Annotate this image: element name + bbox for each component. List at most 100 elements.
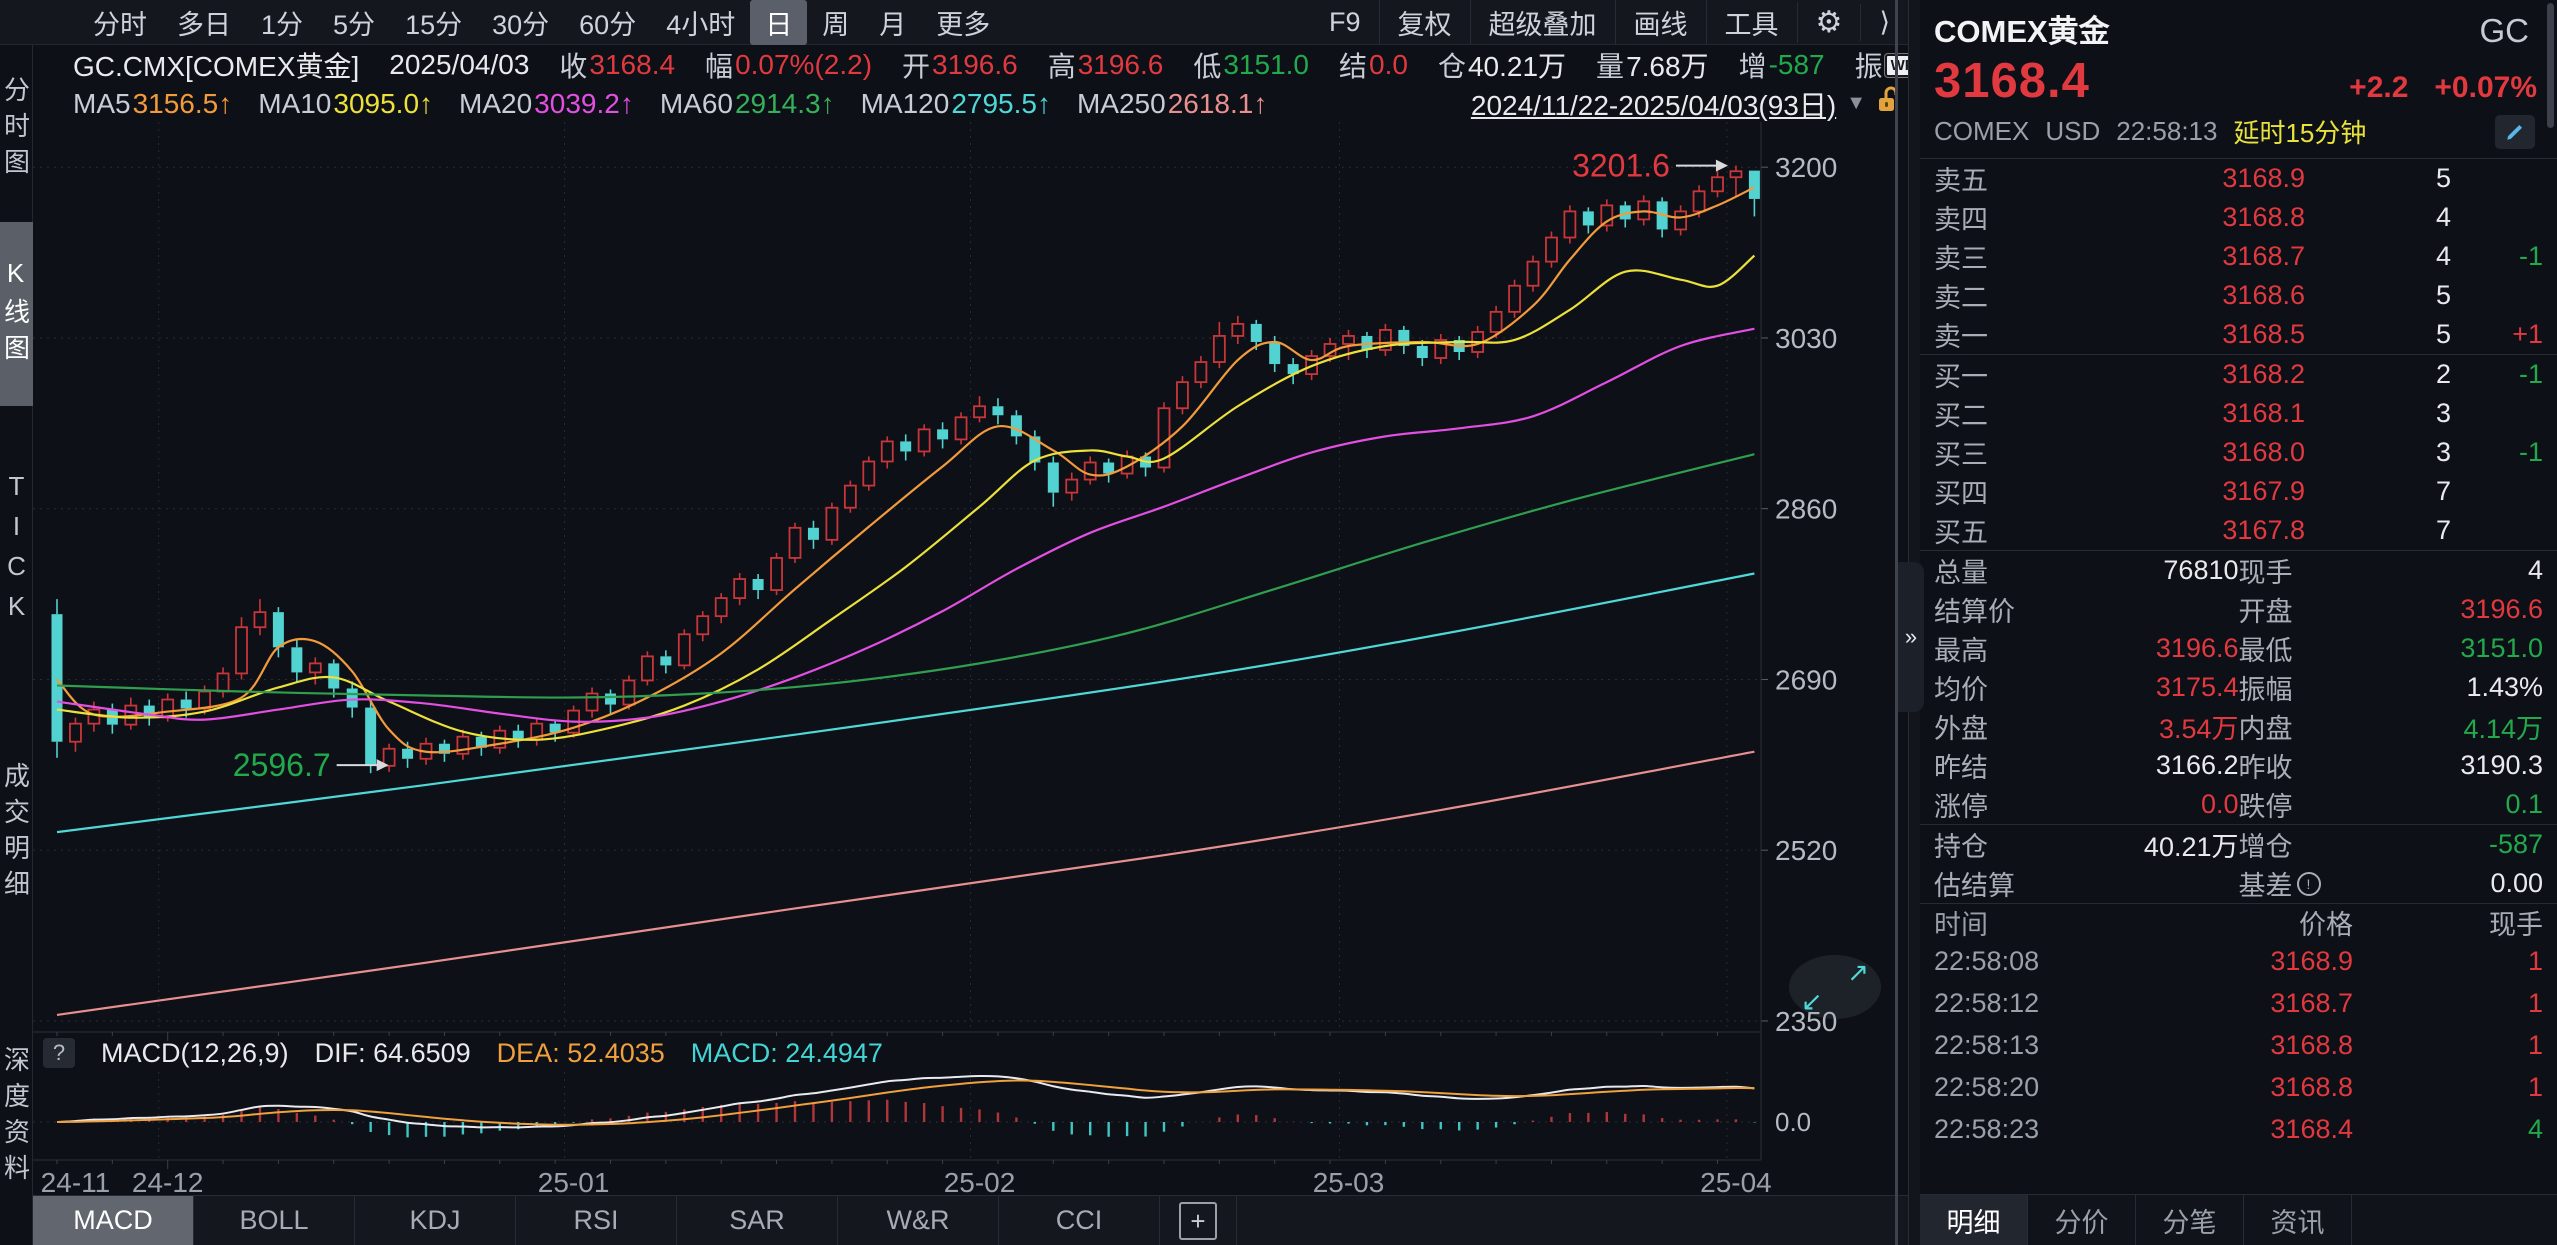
order-volume: 3 bbox=[2435, 437, 2451, 467]
sidebar-item-TICK[interactable]: TICK bbox=[1, 470, 32, 631]
quote-tab-明细[interactable]: 明细 bbox=[1920, 1195, 2028, 1245]
period-tab-15分[interactable]: 15分 bbox=[405, 9, 463, 40]
sidebar-item-深度资料[interactable]: 深度资料 bbox=[0, 1046, 31, 1191]
order-delta: -1 bbox=[2518, 241, 2543, 271]
stat-label: 昨结 bbox=[1934, 753, 1988, 783]
candle bbox=[677, 633, 691, 667]
order-level-label: 卖四 bbox=[1934, 205, 1988, 235]
add-indicator-button[interactable]: + bbox=[1160, 1196, 1237, 1245]
sell-row[interactable]: 卖三 3168.7 4 -1 bbox=[1920, 237, 2557, 276]
order-delta: +1 bbox=[2512, 319, 2543, 349]
indicator-tab-W&R[interactable]: W&R bbox=[838, 1196, 999, 1245]
tick-row[interactable]: 22:58:20 3168.8 1 bbox=[1920, 1066, 2557, 1108]
ma-legend-item: MA20 3039.2↑ bbox=[459, 88, 634, 120]
buy-row[interactable]: 买二 3168.1 3 bbox=[1920, 394, 2557, 433]
buy-row[interactable]: 买一 3168.2 2 -1 bbox=[1920, 355, 2557, 394]
buy-row[interactable]: 买五 3167.8 7 bbox=[1920, 511, 2557, 550]
period-tab-30分[interactable]: 30分 bbox=[492, 9, 550, 40]
stat-label: 涨停 bbox=[1934, 792, 1988, 822]
sidebar-item-成交明细[interactable]: 成交明细 bbox=[0, 762, 31, 907]
period-tab-日[interactable]: 日 bbox=[750, 0, 808, 45]
period-tab-60分[interactable]: 60分 bbox=[579, 9, 637, 40]
toolbar-action-超级叠加[interactable]: 超级叠加 bbox=[1469, 0, 1615, 45]
info-segment: 幅 0.07%(2.2) bbox=[705, 45, 872, 85]
indicator-tab-KDJ[interactable]: KDJ bbox=[355, 1196, 516, 1245]
period-tab-月[interactable]: 月 bbox=[879, 9, 907, 40]
tick-price: 3168.7 bbox=[2270, 987, 2353, 1018]
toolbar-more-chevron-icon[interactable]: ⟩ bbox=[1860, 3, 1908, 41]
period-tab-多日[interactable]: 多日 bbox=[177, 9, 231, 40]
indicator-tab-BOLL[interactable]: BOLL bbox=[194, 1196, 355, 1245]
buy-row[interactable]: 买三 3168.0 3 -1 bbox=[1920, 433, 2557, 472]
info-value: 3196.6 bbox=[1077, 49, 1164, 80]
stat-label: 内盘 bbox=[2238, 714, 2293, 744]
gear-icon[interactable]: ⚙ bbox=[1796, 1, 1861, 43]
stat-cell: 外盘 3.54万 bbox=[1934, 707, 2239, 746]
indicator-tab-CCI[interactable]: CCI bbox=[999, 1196, 1160, 1245]
stat-label: 估结算 bbox=[1934, 871, 2015, 901]
chart-panel-scrollbar[interactable] bbox=[1895, 0, 1898, 1245]
info-circle-icon[interactable]: ! bbox=[2296, 871, 2321, 896]
sell-row[interactable]: 卖四 3168.8 4 bbox=[1920, 198, 2557, 237]
sell-row[interactable]: 卖五 3168.9 5 bbox=[1920, 159, 2557, 198]
buy-order-book: 买一 3168.2 2 -1 买二 3168.1 3 买三 3168.0 3 -1 买四 3167.9 7… bbox=[1920, 355, 2557, 550]
buy-row[interactable]: 买四 3167.9 7 bbox=[1920, 472, 2557, 511]
stat-label: 增仓 bbox=[2238, 832, 2293, 862]
ma-line-MA5 bbox=[56, 186, 1755, 754]
kline-chart-region[interactable]: 3200 3030 2860 2690 2520 2350 3201.6 2596.7 0.0 2… bbox=[33, 122, 1908, 1195]
price-annotation: 2596.7 bbox=[233, 747, 331, 783]
toolbar-action-画线[interactable]: 画线 bbox=[1614, 0, 1706, 45]
x-axis-label: 25-02 bbox=[944, 1167, 1016, 1195]
period-tab-更多[interactable]: 更多 bbox=[936, 9, 991, 40]
indicator-tab-MACD[interactable]: MACD bbox=[33, 1196, 194, 1245]
chevron-down-icon[interactable]: ▼ bbox=[1846, 92, 1866, 114]
tick-row[interactable]: 22:58:08 3168.9 1 bbox=[1920, 940, 2557, 982]
tick-row[interactable]: 22:58:12 3168.7 1 bbox=[1920, 982, 2557, 1024]
order-price: 3168.5 bbox=[2222, 319, 2305, 349]
stat-value: 4 bbox=[2527, 555, 2543, 585]
order-volume: 2 bbox=[2435, 359, 2451, 389]
sell-row[interactable]: 卖一 3168.5 5 +1 bbox=[1920, 315, 2557, 354]
sidebar-item-K线图[interactable]: K线图 bbox=[0, 222, 33, 406]
candle bbox=[585, 692, 599, 712]
x-axis-label: 25-03 bbox=[1313, 1167, 1385, 1195]
candle bbox=[198, 690, 212, 710]
kline-chart-canvas[interactable]: 3200 3030 2860 2690 2520 2350 3201.6 2596.7 0.0 2… bbox=[33, 122, 1908, 1195]
candle bbox=[1582, 211, 1594, 226]
period-tab-周[interactable]: 周 bbox=[822, 9, 850, 40]
candle bbox=[696, 615, 710, 636]
period-tab-分时[interactable]: 分时 bbox=[93, 9, 147, 40]
tick-row[interactable]: 22:58:23 3168.4 4 bbox=[1920, 1108, 2557, 1150]
period-tab-1分[interactable]: 1分 bbox=[261, 9, 304, 40]
toolbar-action-复权[interactable]: 复权 bbox=[1378, 0, 1470, 45]
candle bbox=[1692, 190, 1706, 213]
info-value: GC.CMX[COMEX黄金] bbox=[73, 51, 360, 82]
quote-tab-资讯[interactable]: 资讯 bbox=[2244, 1195, 2352, 1245]
ma-value: 3039.2↑ bbox=[534, 87, 634, 119]
chart-expand-button[interactable]: ↗ ↙ bbox=[1789, 955, 1881, 1019]
edit-button[interactable] bbox=[2495, 114, 2535, 149]
sidebar-item-分时图[interactable]: 分时图 bbox=[0, 75, 31, 184]
toolbar-action-F9[interactable]: F9 bbox=[1329, 6, 1361, 37]
panel-collapse-handle[interactable]: » bbox=[1898, 562, 1924, 712]
period-tab-4小时[interactable]: 4小时 bbox=[666, 9, 736, 40]
indicator-tab-RSI[interactable]: RSI bbox=[516, 1196, 677, 1245]
indicator-help-icon[interactable]: ? bbox=[43, 1038, 75, 1068]
quote-panel-scrollbar[interactable] bbox=[2547, 3, 2554, 128]
stat-value: 76810 bbox=[2163, 555, 2239, 585]
period-tab-5分[interactable]: 5分 bbox=[333, 9, 376, 40]
quote-tab-分笔[interactable]: 分笔 bbox=[2136, 1195, 2244, 1245]
tick-price: 3168.8 bbox=[2270, 1071, 2353, 1102]
sell-row[interactable]: 卖二 3168.6 5 bbox=[1920, 276, 2557, 315]
toolbar-action-工具[interactable]: 工具 bbox=[1705, 0, 1797, 45]
stat-label: 最低 bbox=[2238, 636, 2293, 666]
candle bbox=[1416, 345, 1428, 359]
date-range-label[interactable]: 2024/11/22-2025/04/03(93日) bbox=[1470, 89, 1837, 121]
quote-tab-分价[interactable]: 分价 bbox=[2028, 1195, 2136, 1245]
candle bbox=[69, 722, 82, 743]
info-value: 3168.4 bbox=[589, 49, 676, 80]
indicator-tab-SAR[interactable]: SAR bbox=[677, 1196, 838, 1245]
stat-cell: 跌停 0.1 bbox=[2239, 785, 2544, 824]
candle bbox=[1398, 329, 1410, 346]
tick-row[interactable]: 22:58:13 3168.8 1 bbox=[1920, 1024, 2557, 1066]
